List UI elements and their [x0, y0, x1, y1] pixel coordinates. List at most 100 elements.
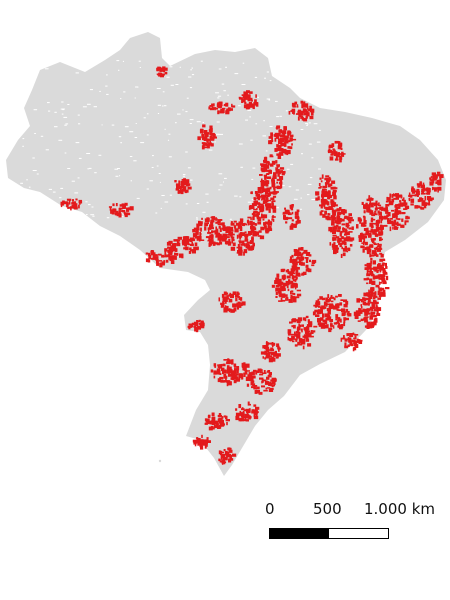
highlight-patch — [302, 345, 305, 350]
land-gap — [93, 106, 97, 108]
highlight-patch — [435, 181, 438, 184]
highlight-patch — [236, 366, 240, 371]
land-gap — [146, 188, 149, 190]
highlight-patch — [348, 221, 352, 224]
highlight-patch — [368, 195, 371, 198]
highlight-patch — [184, 182, 187, 186]
highlight-patch — [174, 248, 178, 252]
highlight-patch — [268, 372, 272, 375]
highlight-patch — [340, 320, 342, 323]
highlight-patch — [404, 205, 409, 209]
highlight-patch — [291, 335, 295, 340]
highlight-patch — [299, 112, 302, 117]
highlight-patch — [302, 338, 306, 343]
highlight-patch — [299, 338, 303, 343]
scale-label-500: 500 — [313, 500, 342, 518]
highlight-patch — [398, 203, 401, 208]
highlight-patch — [421, 201, 425, 206]
highlight-patch — [348, 227, 352, 230]
highlight-patch — [231, 236, 234, 241]
highlight-patch — [67, 206, 71, 209]
land-gap — [281, 185, 285, 187]
highlight-patch — [366, 282, 369, 285]
highlight-patch — [329, 304, 334, 307]
highlight-patch — [223, 296, 228, 301]
highlight-patch — [419, 206, 423, 209]
highlight-patch — [371, 273, 374, 277]
highlight-patch — [231, 105, 236, 108]
highlight-patch — [324, 320, 328, 324]
highlight-patch — [231, 309, 235, 313]
highlight-patch — [296, 104, 299, 107]
highlight-patch — [267, 219, 271, 222]
highlight-patch — [301, 111, 304, 116]
highlight-patch — [175, 239, 181, 242]
highlight-patch — [210, 238, 214, 240]
highlight-patch — [376, 203, 379, 206]
highlight-patch — [294, 344, 298, 347]
highlight-patch — [244, 370, 248, 374]
highlight-patch — [276, 164, 280, 167]
highlight-patch — [369, 315, 373, 320]
highlight-patch — [279, 148, 284, 152]
highlight-patch — [271, 177, 274, 183]
land-gap — [234, 195, 238, 197]
highlight-patch — [244, 101, 247, 105]
highlight-patch — [349, 239, 353, 242]
highlight-patch — [204, 226, 207, 231]
highlight-patch — [367, 308, 372, 311]
highlight-patch — [331, 243, 336, 248]
highlight-patch — [265, 380, 268, 385]
highlight-patch — [247, 216, 252, 219]
highlight-patch — [325, 175, 330, 178]
highlight-patch — [167, 246, 170, 249]
highlight-patch — [319, 177, 322, 180]
highlight-patch — [243, 104, 248, 109]
highlight-patch — [293, 253, 297, 256]
land-gap — [61, 108, 65, 110]
highlight-patch — [209, 234, 214, 238]
highlight-patch — [371, 240, 375, 244]
highlight-patch — [251, 203, 255, 208]
land-gap — [44, 68, 49, 70]
highlight-patch — [271, 357, 276, 362]
highlight-patch — [298, 251, 302, 256]
highlight-patch — [353, 347, 357, 351]
highlight-patch — [114, 212, 120, 216]
highlight-patch — [214, 371, 219, 375]
highlight-patch — [225, 102, 229, 107]
highlight-patch — [268, 208, 271, 213]
land-gap — [251, 199, 254, 201]
highlight-patch — [291, 102, 296, 107]
highlight-patch — [158, 72, 162, 76]
highlight-patch — [399, 202, 404, 207]
highlight-patch — [391, 198, 395, 203]
highlight-patch — [273, 382, 276, 386]
highlight-patch — [253, 223, 257, 225]
land-gap — [196, 203, 200, 204]
highlight-patch — [278, 278, 282, 284]
highlight-patch — [287, 336, 290, 341]
land-gap — [164, 201, 169, 203]
highlight-patch — [294, 285, 297, 290]
highlight-patch — [261, 198, 263, 201]
highlight-patch — [336, 230, 340, 232]
highlight-patch — [301, 273, 305, 276]
highlight-patch — [363, 278, 368, 281]
highlight-patch — [170, 255, 175, 257]
land-gap — [77, 177, 80, 179]
highlight-patch — [292, 105, 296, 108]
highlight-patch — [291, 318, 295, 322]
highlight-patch — [259, 377, 264, 380]
highlight-patch — [375, 301, 379, 304]
highlight-patch — [373, 222, 378, 225]
highlight-patch — [201, 145, 205, 150]
highlight-patch — [270, 140, 274, 142]
highlight-patch — [340, 147, 343, 150]
highlight-patch — [115, 210, 119, 214]
highlight-patch — [244, 233, 249, 238]
highlight-patch — [174, 252, 176, 255]
highlight-patch — [274, 186, 278, 189]
highlight-patch — [321, 174, 324, 179]
highlight-patch — [268, 357, 273, 363]
